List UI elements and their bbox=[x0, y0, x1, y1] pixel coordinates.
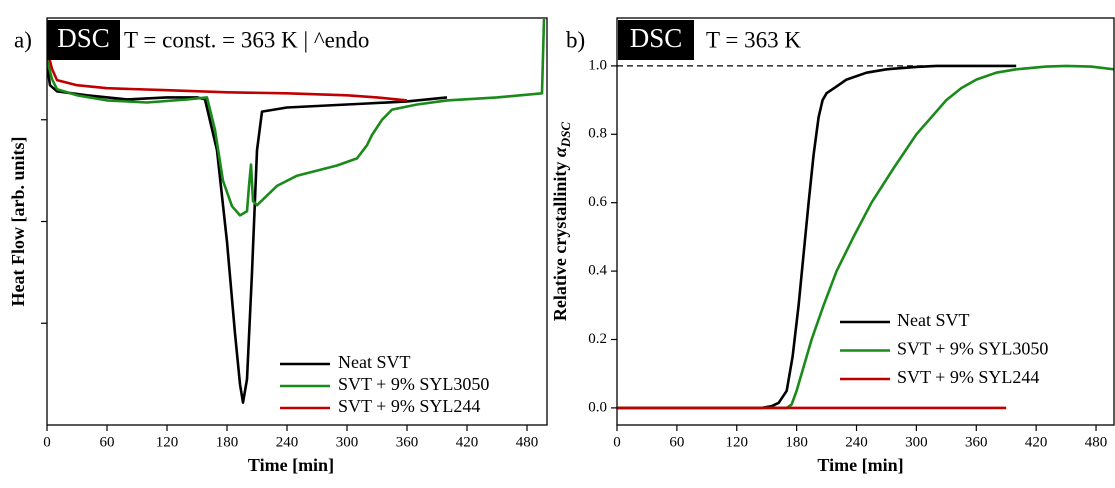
plot-frame bbox=[616, 17, 1115, 426]
data-line bbox=[47, 64, 448, 404]
legend-label: SVT + 9% SYL244 bbox=[338, 396, 480, 416]
data-line bbox=[617, 64, 1017, 410]
badge-text: DSC bbox=[630, 23, 683, 53]
badge-bg bbox=[618, 20, 694, 60]
y-tick-label: 0.2 bbox=[588, 331, 607, 347]
data-line bbox=[617, 64, 1114, 410]
data-line bbox=[47, 18, 546, 217]
condition: T = const. = 363 K | ^endo bbox=[124, 27, 369, 52]
legend-label: SVT + 9% SYL3050 bbox=[897, 339, 1048, 359]
y-label-symbol: α bbox=[550, 146, 570, 157]
x-tick-label: 480 bbox=[1085, 434, 1108, 450]
legend-label: Neat SVT bbox=[338, 352, 410, 372]
x-tick-label: 180 bbox=[785, 434, 808, 450]
x-tick-label: 480 bbox=[516, 434, 539, 450]
x-tick-label: 420 bbox=[1025, 434, 1048, 450]
plot-frame bbox=[46, 17, 548, 426]
x-tick-label: 0 bbox=[613, 434, 621, 450]
legend-label: SVT + 9% SYL244 bbox=[897, 367, 1039, 387]
x-tick-label: 120 bbox=[156, 434, 179, 450]
x-tick-label: 240 bbox=[845, 434, 868, 450]
x-axis-label: Time [min] bbox=[248, 455, 334, 475]
y-axis-label: Relative crystallinity αDSC bbox=[550, 122, 573, 322]
badge-text: DSC bbox=[57, 23, 110, 53]
x-axis-label: Time [min] bbox=[817, 455, 903, 475]
y-tick-label: 0.0 bbox=[588, 399, 607, 415]
panel-label: b) bbox=[566, 27, 585, 52]
data-line bbox=[47, 49, 408, 102]
y-label-text: Heat Flow [arb. units] bbox=[8, 137, 28, 307]
x-tick-label: 420 bbox=[456, 434, 479, 450]
y-label-text: Relative crystallinity bbox=[550, 157, 570, 321]
y-tick-label: 0.6 bbox=[588, 194, 607, 210]
x-tick-label: 360 bbox=[965, 434, 988, 450]
x-tick-label: 300 bbox=[905, 434, 928, 450]
x-tick-label: 60 bbox=[100, 434, 115, 450]
y-tick-label: 0.8 bbox=[588, 126, 607, 142]
x-tick-label: 300 bbox=[336, 434, 359, 450]
y-tick-label: 0.4 bbox=[588, 263, 607, 279]
legend-label: SVT + 9% SYL3050 bbox=[338, 374, 489, 394]
x-tick-label: 0 bbox=[43, 434, 51, 450]
y-label-subscript: DSC bbox=[558, 122, 573, 149]
x-tick-label: 180 bbox=[216, 434, 239, 450]
y-tick-label: 1.0 bbox=[588, 57, 607, 73]
badge-bg bbox=[47, 20, 120, 60]
x-tick-label: 120 bbox=[726, 434, 749, 450]
x-tick-label: 60 bbox=[669, 434, 684, 450]
condition: T = 363 K bbox=[706, 27, 801, 52]
y-axis-label: Heat Flow [arb. units] bbox=[8, 137, 28, 307]
legend-label: Neat SVT bbox=[897, 310, 969, 330]
panel-label: a) bbox=[14, 27, 32, 52]
x-tick-label: 360 bbox=[396, 434, 419, 450]
x-tick-label: 240 bbox=[276, 434, 299, 450]
